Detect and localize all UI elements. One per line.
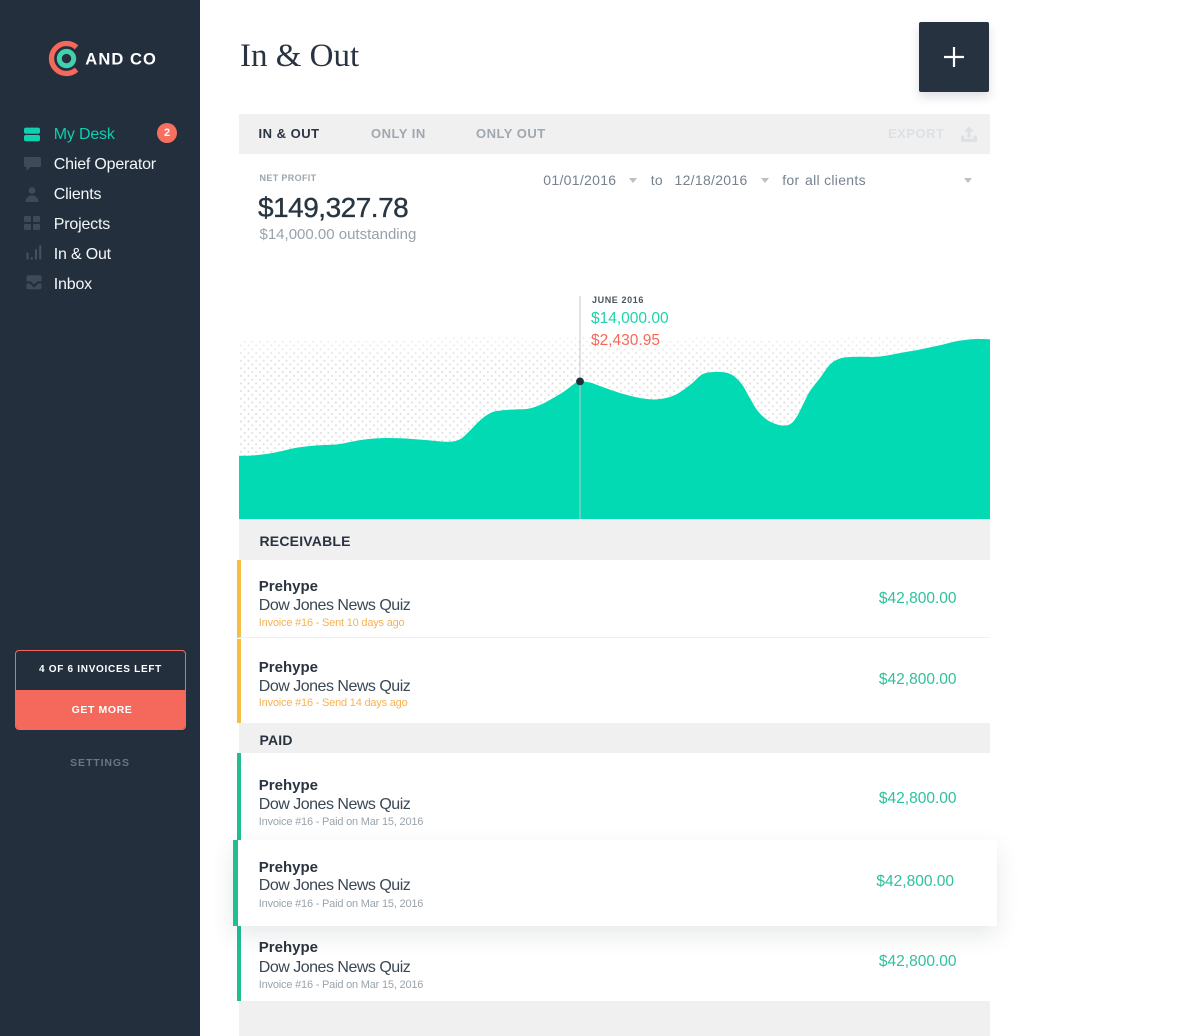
svg-text:AND CO: AND CO	[85, 51, 157, 69]
